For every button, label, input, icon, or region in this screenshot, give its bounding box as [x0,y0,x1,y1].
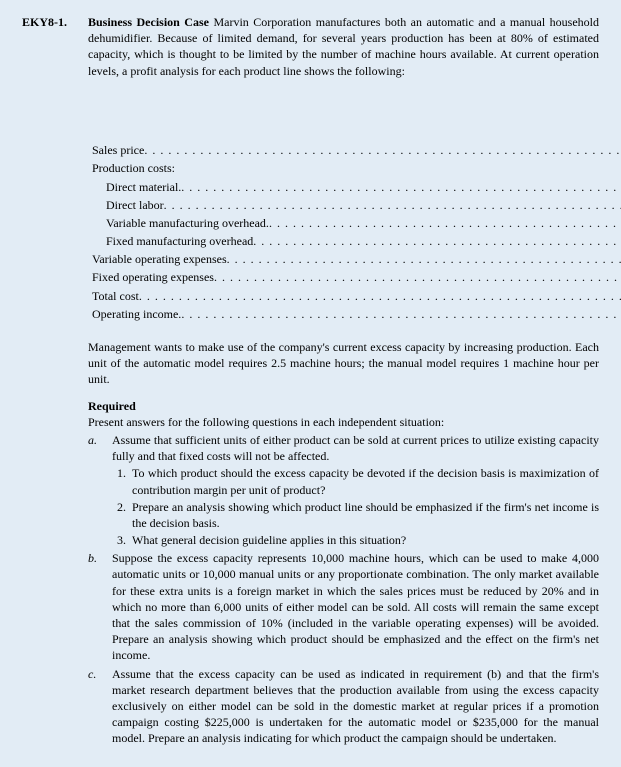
question-a: a. Assume that sufficient units of eithe… [88,432,599,548]
table-row: Variable manufacturing overhead. 68 16 [88,214,621,232]
per-unit-table: Per-unit Data Automatic Manual Sales pri… [88,91,599,323]
intro-paragraph: Business Decision Case Marvin Corporatio… [88,14,599,79]
row-label: Fixed operating expenses [92,270,214,284]
row-label: Fixed manufacturing overhead [106,234,253,248]
question-text: Suppose the excess capacity represents 1… [112,550,599,663]
row-label: Direct labor [106,198,164,212]
row-label: Production costs: [92,161,175,175]
required-title: Required [88,398,599,414]
question-text: Assume that sufficient units of either p… [112,433,599,463]
table-row: Sales price $350 $150 [88,141,621,159]
row-label: Variable operating expenses [92,252,227,266]
table-row: Fixed operating expenses 30 13 [88,268,621,286]
question-letter: c. [88,666,112,747]
sub-text: What general decision guideline applies … [132,532,599,548]
sub-number: 2. [112,499,132,531]
row-label: Variable manufacturing overhead. [106,216,269,230]
sub-question: 1. To which product should the excess ca… [112,465,599,497]
sub-question: 2. Prepare an analysis showing which pro… [112,499,599,531]
question-b: b. Suppose the excess capacity represent… [88,550,599,663]
row-label: Direct material. [106,180,181,194]
table-row: Direct material. $65 $32 [88,178,621,196]
sub-question: 3. What general decision guideline appli… [112,532,599,548]
question-letter: b. [88,550,112,663]
table-row: Operating income. $ 50 $ 25 [88,305,621,323]
sub-number: 3. [112,532,132,548]
table-row: Total cost $300 $125 [88,287,621,305]
table-row: Variable operating expenses 52 21 [88,250,621,268]
row-label: Sales price [92,143,144,157]
question-c: c. Assume that the excess capacity can b… [88,666,599,747]
table-row: Fixed manufacturing overhead 50 $218 18 … [88,232,621,250]
table-row: Direct labor 35 25 [88,196,621,214]
problem-id: EKY8-1. [22,14,88,79]
question-text: Assume that the excess capacity can be u… [112,666,599,747]
sub-number: 1. [112,465,132,497]
paragraph-machine-hours: Management wants to make use of the comp… [88,339,599,388]
required-intro: Present answers for the following questi… [88,414,599,430]
question-letter: a. [88,432,112,548]
problem-header: EKY8-1. Business Decision Case Marvin Co… [22,14,599,79]
case-title: Business Decision Case [88,15,209,29]
row-label: Total cost [92,289,139,303]
sub-text: Prepare an analysis showing which produc… [132,499,599,531]
question-list: a. Assume that sufficient units of eithe… [88,432,599,747]
sub-text: To which product should the excess capac… [132,465,599,497]
table-row: Production costs: [88,159,621,177]
row-label: Operating income. [92,307,181,321]
